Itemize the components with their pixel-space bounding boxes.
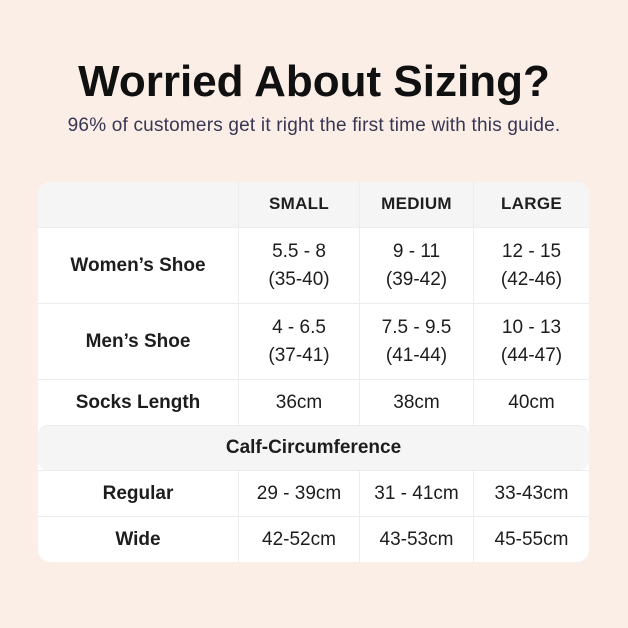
column-header-blank	[38, 182, 238, 227]
row-label-regular: Regular	[102, 482, 174, 504]
mens-shoe-medium: 7.5 - 9.5 (41-44)	[359, 304, 473, 379]
table-header-row: SMALL MEDIUM LARGE	[38, 182, 589, 227]
womens-shoe-large: 12 - 15 (42-46)	[473, 228, 589, 303]
socks-length-small: 36cm	[238, 380, 359, 425]
page-title: Worried About Sizing?	[78, 57, 550, 106]
regular-medium: 31 - 41cm	[359, 471, 473, 516]
column-header-large: LARGE	[473, 182, 589, 227]
womens-shoe-small: 5.5 - 8 (35-40)	[238, 228, 359, 303]
column-header-small: SMALL	[238, 182, 359, 227]
socks-length-large: 40cm	[473, 380, 589, 425]
row-label-wide: Wide	[115, 528, 161, 550]
table-row-wide: Wide 42-52cm 43-53cm 45-55cm	[38, 516, 589, 562]
section-header-calf-circumference: Calf-Circumference	[38, 425, 589, 470]
section-header-label: Calf-Circumference	[225, 437, 402, 458]
regular-small: 29 - 39cm	[238, 471, 359, 516]
wide-large: 45-55cm	[473, 517, 589, 562]
womens-shoe-medium: 9 - 11 (39-42)	[359, 228, 473, 303]
mens-shoe-large: 10 - 13 (44-47)	[473, 304, 589, 379]
page-subtitle: 96% of customers get it right the first …	[67, 114, 561, 136]
wide-small: 42-52cm	[238, 517, 359, 562]
table-row-regular: Regular 29 - 39cm 31 - 41cm 33-43cm	[38, 470, 589, 516]
table-row-womens-shoe: Women’s Shoe 5.5 - 8 (35-40) 9 - 11 (39-…	[38, 227, 589, 303]
regular-large: 33-43cm	[473, 471, 589, 516]
column-header-medium: MEDIUM	[359, 182, 473, 227]
row-label-mens-shoe: Men’s Shoe	[85, 330, 191, 352]
wide-medium: 43-53cm	[359, 517, 473, 562]
sizing-table: SMALL MEDIUM LARGE Women’s Shoe 5.5 - 8 …	[38, 182, 589, 562]
mens-shoe-small: 4 - 6.5 (37-41)	[238, 304, 359, 379]
row-label-socks-length: Socks Length	[75, 391, 201, 413]
socks-length-medium: 38cm	[359, 380, 473, 425]
table-row-socks-length: Socks Length 36cm 38cm 40cm	[38, 379, 589, 425]
table-row-mens-shoe: Men’s Shoe 4 - 6.5 (37-41) 7.5 - 9.5 (41…	[38, 303, 589, 379]
row-label-womens-shoe: Women’s Shoe	[70, 254, 206, 276]
